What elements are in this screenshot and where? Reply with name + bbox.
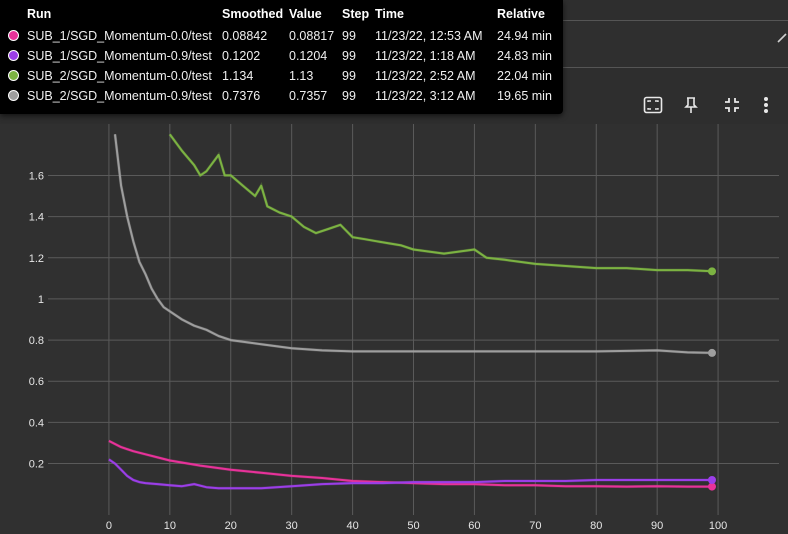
- row-smoothed: 0.1202: [222, 49, 261, 63]
- row-value: 0.08817: [289, 29, 335, 43]
- series-end-point: [707, 348, 716, 357]
- x-tick-label: 20: [225, 520, 237, 532]
- row-time: 11/23/22, 12:53 AM: [375, 29, 483, 43]
- row-step: 99: [342, 89, 356, 103]
- expand-icon[interactable]: [776, 30, 788, 46]
- y-tick-label: 1.4: [29, 212, 44, 224]
- series-line: [168, 133, 713, 273]
- row-time: 11/23/22, 2:52 AM: [375, 69, 476, 83]
- header-value: Value: [289, 7, 322, 21]
- row-run: SUB_2/SGD_Momentum-0.9/test: [27, 89, 212, 103]
- y-tick-label: 1.2: [29, 253, 44, 265]
- row-time: 11/23/22, 1:18 AM: [375, 49, 476, 63]
- header-time: Time: [375, 7, 404, 21]
- series-color-dot: [8, 70, 19, 81]
- series-end-point: [707, 267, 716, 276]
- series-color-dot: [8, 30, 19, 41]
- series-line: [114, 134, 713, 354]
- series-shadow: [168, 133, 713, 273]
- chart-series: [108, 133, 716, 491]
- row-value: 0.7357: [289, 89, 328, 103]
- row-step: 99: [342, 69, 356, 83]
- x-tick-label: 100: [709, 520, 727, 532]
- x-tick-label: 10: [164, 520, 176, 532]
- series-line: [108, 440, 712, 488]
- row-value: 0.1204: [289, 49, 328, 63]
- chart-ticks: 0 10 20 30 40 50 60 70 80 90 100 0.2 0.4 0.6 0.8 1 1.2 1.…: [29, 170, 728, 532]
- chart-grid: [48, 124, 779, 515]
- y-tick-label: 1: [38, 294, 44, 306]
- y-tick-label: 0.8: [29, 335, 44, 347]
- header-relative: Relative: [497, 7, 545, 21]
- header-run: Run: [27, 7, 52, 21]
- x-tick-label: 70: [529, 520, 541, 532]
- x-tick-label: 0: [106, 520, 112, 532]
- row-run: SUB_1/SGD_Momentum-0.9/test: [27, 49, 212, 63]
- row-relative: 24.94 min: [497, 29, 552, 43]
- series-color-dot: [8, 90, 19, 101]
- more-vert-icon[interactable]: [763, 96, 787, 120]
- x-tick-label: 30: [286, 520, 298, 532]
- row-run: SUB_1/SGD_Momentum-0.0/test: [27, 29, 212, 43]
- y-tick-label: 0.6: [29, 376, 44, 388]
- row-step: 99: [342, 29, 356, 43]
- series-color-dot: [8, 50, 19, 61]
- series-end-point: [707, 482, 716, 491]
- x-tick-label: 40: [346, 520, 358, 532]
- y-tick-label: 0.2: [29, 459, 44, 471]
- header-step: Step: [342, 7, 370, 21]
- filter-input[interactable]: [560, 20, 788, 68]
- row-smoothed: 1.134: [222, 69, 254, 83]
- row-relative: 22.04 min: [497, 69, 552, 83]
- row-smoothed: 0.7376: [222, 89, 261, 103]
- fullscreen-icon[interactable]: [643, 96, 667, 120]
- header-smoothed: Smoothed: [222, 7, 284, 21]
- row-value: 1.13: [289, 69, 314, 83]
- data-tooltip: Run Smoothed Value Step Time Relative SU…: [0, 0, 563, 114]
- row-relative: 19.65 min: [497, 89, 552, 103]
- pin-icon[interactable]: [683, 96, 707, 120]
- row-time: 11/23/22, 3:12 AM: [375, 89, 476, 103]
- series-end-point: [707, 476, 716, 485]
- row-relative: 24.83 min: [497, 49, 552, 63]
- x-tick-label: 80: [590, 520, 602, 532]
- row-run: SUB_2/SGD_Momentum-0.0/test: [27, 69, 212, 83]
- x-tick-label: 60: [468, 520, 480, 532]
- row-smoothed: 0.08842: [222, 29, 268, 43]
- y-tick-label: 0.4: [29, 417, 44, 429]
- x-tick-label: 50: [407, 520, 419, 532]
- y-tick-label: 1.6: [29, 170, 44, 182]
- row-step: 99: [342, 49, 356, 63]
- series-line: [108, 458, 712, 490]
- fit-domain-icon[interactable]: [723, 96, 747, 120]
- x-tick-label: 90: [651, 520, 663, 532]
